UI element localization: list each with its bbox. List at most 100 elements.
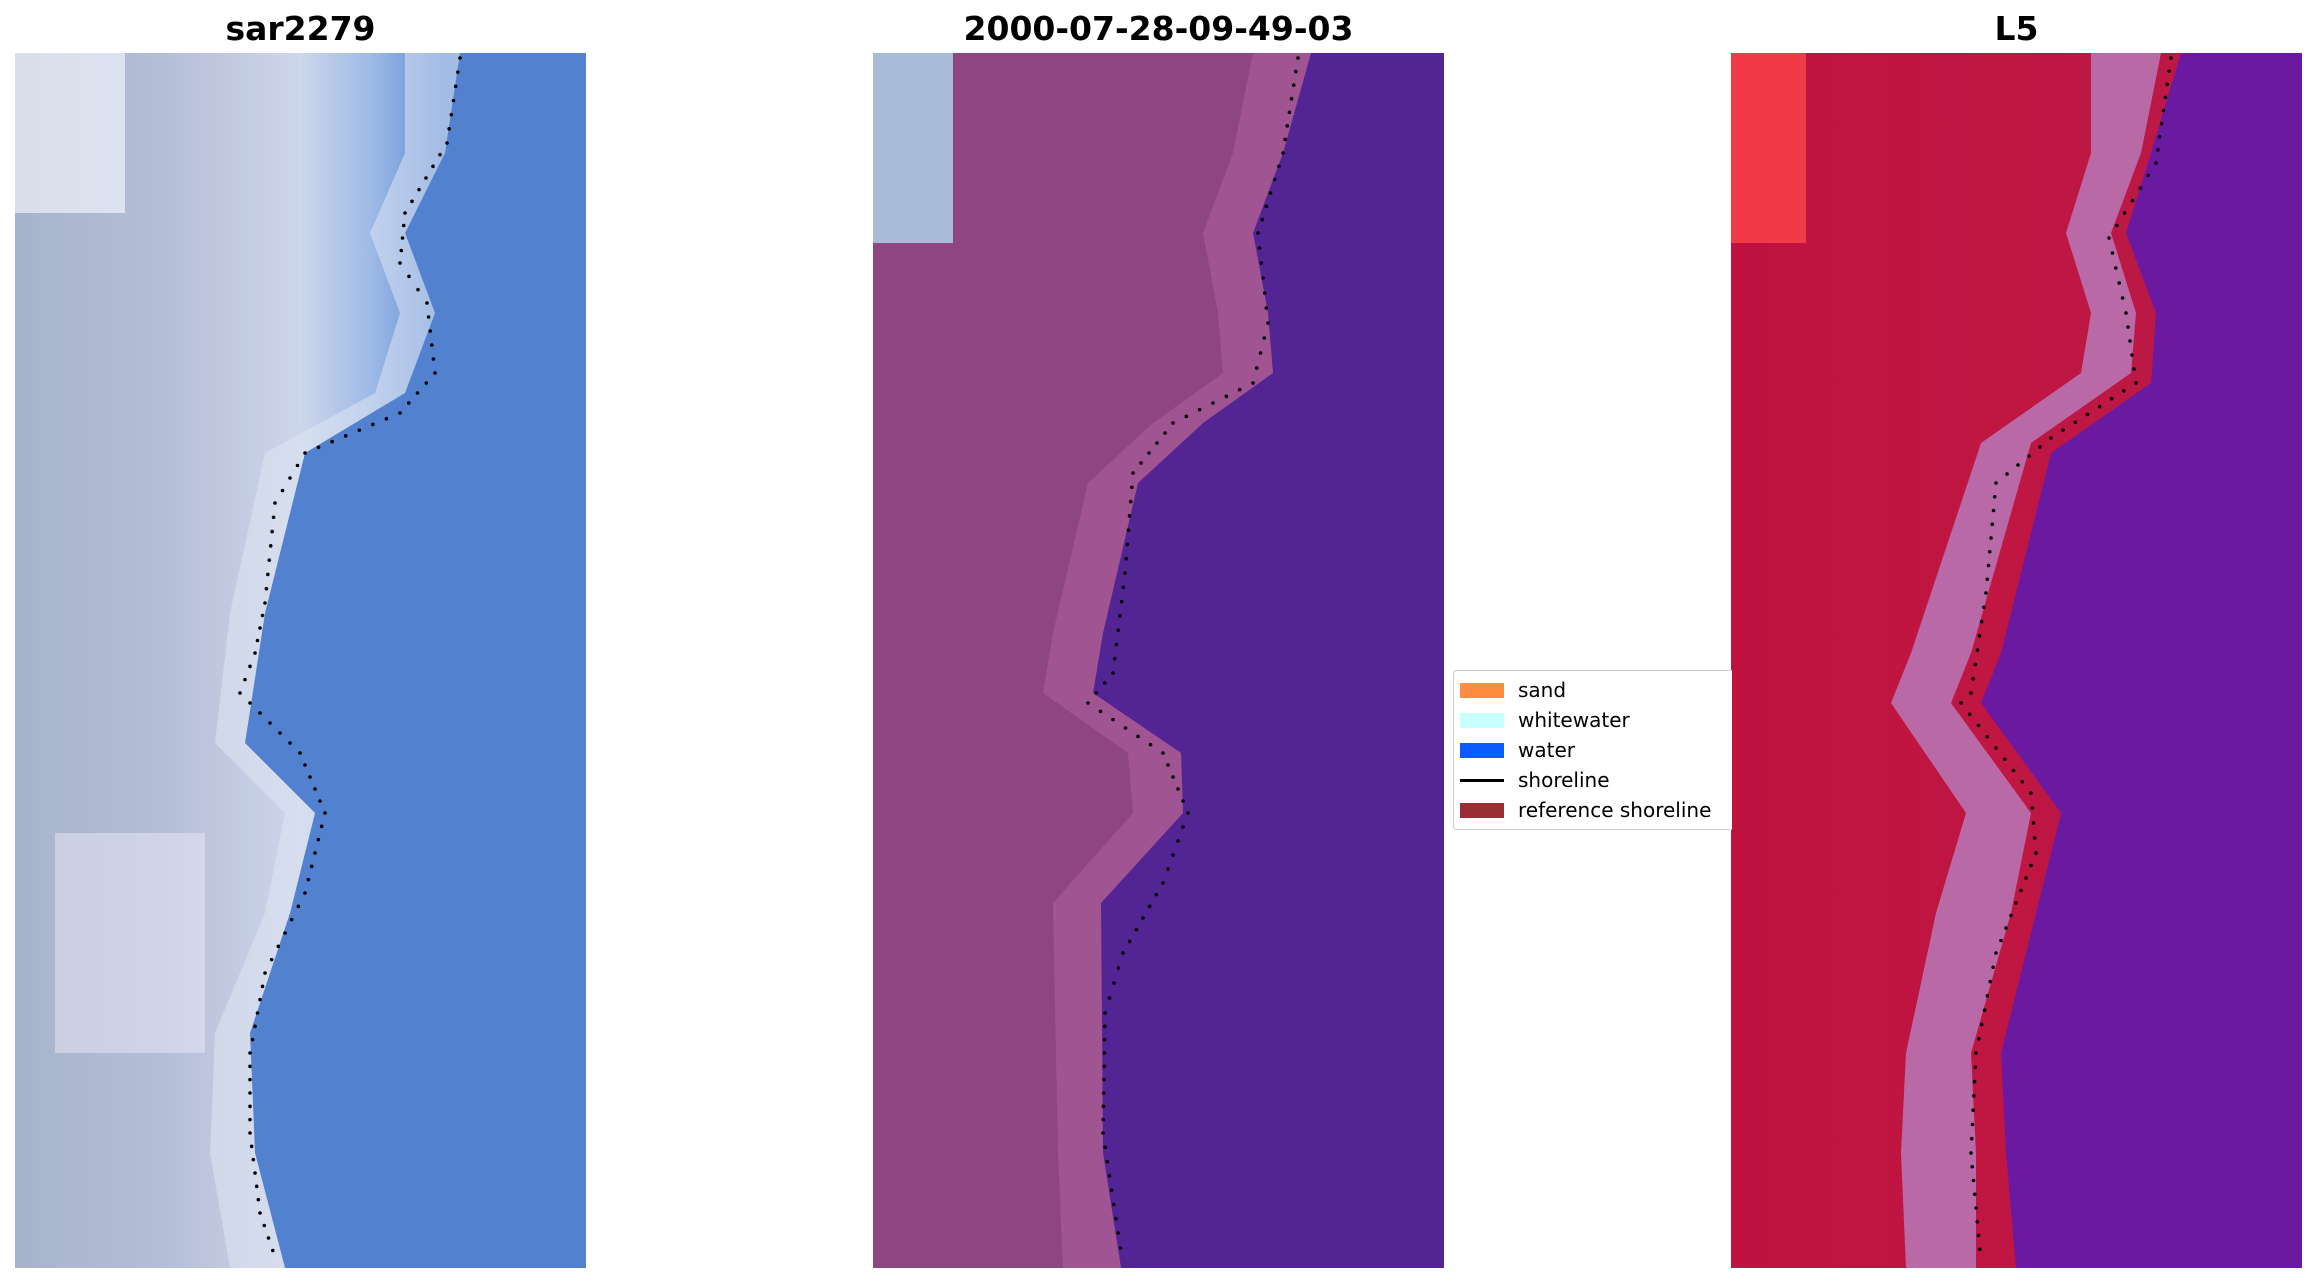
shoreline-dot xyxy=(1101,1117,1106,1122)
shoreline-dot xyxy=(1102,1051,1107,1055)
shoreline-dot xyxy=(1118,1246,1123,1250)
shoreline-dot xyxy=(1121,585,1126,590)
shoreline-dot xyxy=(2130,198,2135,203)
shoreline-dot xyxy=(270,529,274,534)
rgb-image-panel xyxy=(15,53,586,1268)
shoreline-dot xyxy=(1971,1108,1975,1112)
shoreline-dot xyxy=(1258,351,1263,355)
shoreline-dot xyxy=(2132,367,2136,371)
legend: sand whitewater water shoreline referenc… xyxy=(1453,670,1732,830)
shoreline-dot xyxy=(1976,1233,1981,1238)
shoreline-dot xyxy=(424,176,428,180)
shoreline-dot xyxy=(1118,614,1122,618)
shoreline-dot xyxy=(2061,428,2065,432)
shoreline-dot xyxy=(1972,1192,1977,1197)
shoreline-dot xyxy=(1268,191,1273,195)
shoreline-dot xyxy=(1116,1231,1120,1235)
shoreline-dot xyxy=(1101,1091,1106,1095)
shoreline-dot xyxy=(1281,151,1285,155)
shoreline-dot xyxy=(1973,662,1978,667)
shoreline-dot xyxy=(1264,204,1269,209)
shoreline-dot xyxy=(1111,1202,1116,1207)
shoreline-dot xyxy=(1969,691,1973,695)
shoreline-dot xyxy=(1112,981,1116,985)
shoreline-dot xyxy=(1147,451,1151,455)
shoreline-dot xyxy=(1148,742,1153,747)
index-hot-patch xyxy=(1731,53,1806,243)
shoreline-dot xyxy=(2049,436,2053,440)
shoreline-dot xyxy=(295,463,300,468)
sand-swatch xyxy=(1460,682,1504,698)
shoreline-dot xyxy=(2117,281,2121,285)
shoreline-dot xyxy=(1264,306,1269,310)
shoreline-dot xyxy=(1977,634,1982,638)
legend-label: shoreline xyxy=(1518,768,1610,792)
shoreline-dot xyxy=(1262,336,1267,340)
shoreline-dot xyxy=(1971,1178,1976,1183)
shoreline-dot xyxy=(1969,1136,1974,1141)
shoreline-dot xyxy=(250,1037,255,1042)
shoreline-dot xyxy=(2107,236,2111,240)
shoreline-dot xyxy=(343,434,348,438)
shoreline-dot xyxy=(313,851,317,855)
shoreline-dot xyxy=(1254,366,1259,370)
shoreline-dot xyxy=(1972,1094,1976,1098)
shoreline-dot xyxy=(270,1248,275,1253)
shoreline-dot xyxy=(447,127,451,131)
shoreline-dot xyxy=(1086,701,1090,705)
shoreline-dot xyxy=(263,971,267,975)
shoreline-dot xyxy=(2124,311,2128,315)
shoreline-dot xyxy=(1107,996,1112,1000)
shoreline-dot xyxy=(430,343,434,347)
shoreline-dot xyxy=(269,957,274,962)
shoreline-dot xyxy=(1111,717,1115,722)
shoreline-dot xyxy=(1116,628,1120,632)
panel-title-rgb: sar2279 xyxy=(225,9,376,48)
shoreline-dot xyxy=(1163,431,1167,435)
rgb-image xyxy=(15,53,586,1268)
shoreline-dot xyxy=(264,586,269,591)
shoreline-dot xyxy=(1971,676,1975,681)
shoreline-dot xyxy=(248,1104,252,1109)
shoreline-dot xyxy=(288,741,292,745)
shoreline-dot xyxy=(1154,892,1159,897)
shoreline-dot xyxy=(401,223,406,228)
shoreline-dot xyxy=(415,391,420,395)
shoreline-dot xyxy=(1119,599,1124,604)
shoreline-dot xyxy=(1974,1051,1978,1055)
shoreline-dot xyxy=(1186,811,1190,815)
shoreline-dot xyxy=(2030,806,2035,810)
legend-item-reference-shoreline: reference shoreline xyxy=(1460,797,1711,823)
reference-shoreline-swatch xyxy=(1460,802,1504,818)
shoreline-dot xyxy=(318,799,322,803)
classification-image xyxy=(873,53,1444,1268)
shoreline-dot xyxy=(2009,913,2013,918)
shoreline-dot xyxy=(1991,965,1995,970)
shoreline-dot xyxy=(1112,656,1117,661)
shoreline-dot xyxy=(1116,966,1121,970)
shoreline-dot xyxy=(410,199,414,204)
shoreline-dot xyxy=(308,775,312,779)
shoreline-dot xyxy=(2029,863,2033,868)
shoreline-dot xyxy=(267,558,272,562)
shoreline-dot xyxy=(2146,173,2150,178)
shoreline-dot xyxy=(1972,1079,1977,1084)
shoreline-dot xyxy=(2122,211,2127,215)
shoreline-dot xyxy=(2073,420,2078,425)
shoreline-dot xyxy=(1987,549,1992,554)
shoreline-dot xyxy=(2016,463,2020,467)
shoreline-dot xyxy=(1102,1024,1107,1029)
shoreline-dot xyxy=(1256,231,1260,235)
shoreline-dot xyxy=(426,315,431,319)
index-panel xyxy=(1731,53,2302,1268)
shoreline-dot xyxy=(1124,556,1128,561)
shoreline-line xyxy=(1460,778,1504,782)
legend-item-shoreline: shoreline xyxy=(1460,767,1610,793)
shoreline-dot xyxy=(243,677,247,682)
shoreline-dot xyxy=(1967,712,1972,717)
class-water xyxy=(1093,53,1444,1268)
shoreline-dot xyxy=(258,1211,262,1215)
shoreline-dot xyxy=(2154,161,2158,165)
shoreline-dot xyxy=(289,917,294,922)
shoreline-dot xyxy=(2020,779,2025,784)
